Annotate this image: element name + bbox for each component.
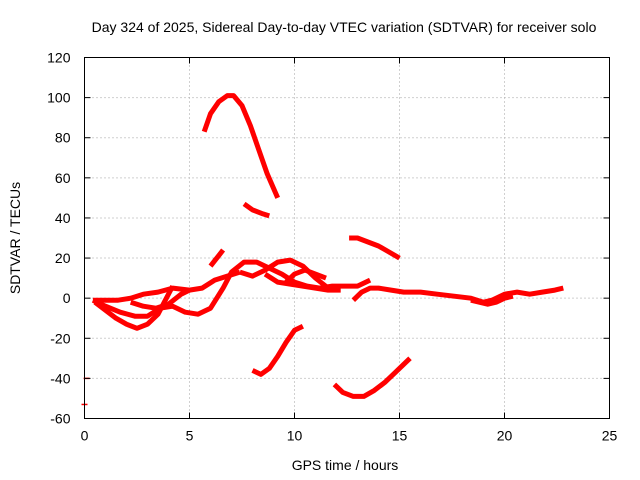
series-arc-mid-b — [93, 284, 175, 331]
y-tick-label: 40 — [55, 210, 71, 226]
series-arc-mid-a — [92, 269, 241, 303]
y-tick-label: -40 — [50, 370, 70, 386]
x-tick-label: 0 — [81, 428, 89, 444]
y-tick-label: 60 — [55, 170, 71, 186]
series-arc-20-rise — [208, 248, 226, 268]
x-tick-label: 25 — [602, 428, 618, 444]
y-tick-label: -60 — [50, 411, 70, 427]
series-arc-mid-f — [284, 267, 327, 284]
series-arc-low-neg35 — [251, 323, 304, 377]
series-arc-mid-d — [239, 257, 330, 291]
data-series — [81, 93, 564, 406]
x-axis-label: GPS time / hours — [292, 457, 399, 473]
series-arc-mid-g — [129, 287, 191, 311]
y-tick-label: 0 — [63, 290, 71, 306]
series-arc-tail-b — [470, 293, 514, 307]
x-tick-label: 5 — [186, 428, 194, 444]
y-tick-labels: -60 -40 -20 0 20 40 60 80 100 120 — [47, 50, 71, 427]
series-arc-low-neg48 — [332, 356, 412, 399]
plot-frame — [84, 57, 610, 419]
x-tick-label: 10 — [287, 428, 303, 444]
series-arc-30-descending — [349, 235, 401, 261]
series-arc-mid-e — [263, 271, 341, 293]
y-axis-label: SDTVAR / TECUs — [7, 182, 23, 294]
y-tick-label: 120 — [47, 50, 71, 66]
y-tick-label: 80 — [55, 130, 71, 146]
y-tick-label: 20 — [55, 250, 71, 266]
x-tick-labels: 0 5 10 15 20 25 — [81, 428, 618, 444]
y-tick-label: -20 — [50, 330, 70, 346]
series-arc-46 — [242, 201, 271, 219]
series-arc-tail — [351, 285, 564, 305]
x-tick-label: 20 — [497, 428, 513, 444]
chart-title: Day 324 of 2025, Sidereal Day-to-day VTE… — [92, 19, 597, 35]
grid-lines — [84, 57, 610, 419]
axis-ticks — [84, 57, 610, 419]
y-tick-label: 100 — [47, 90, 71, 106]
x-tick-label: 15 — [392, 428, 408, 444]
series-arc-peak-100 — [201, 93, 280, 199]
